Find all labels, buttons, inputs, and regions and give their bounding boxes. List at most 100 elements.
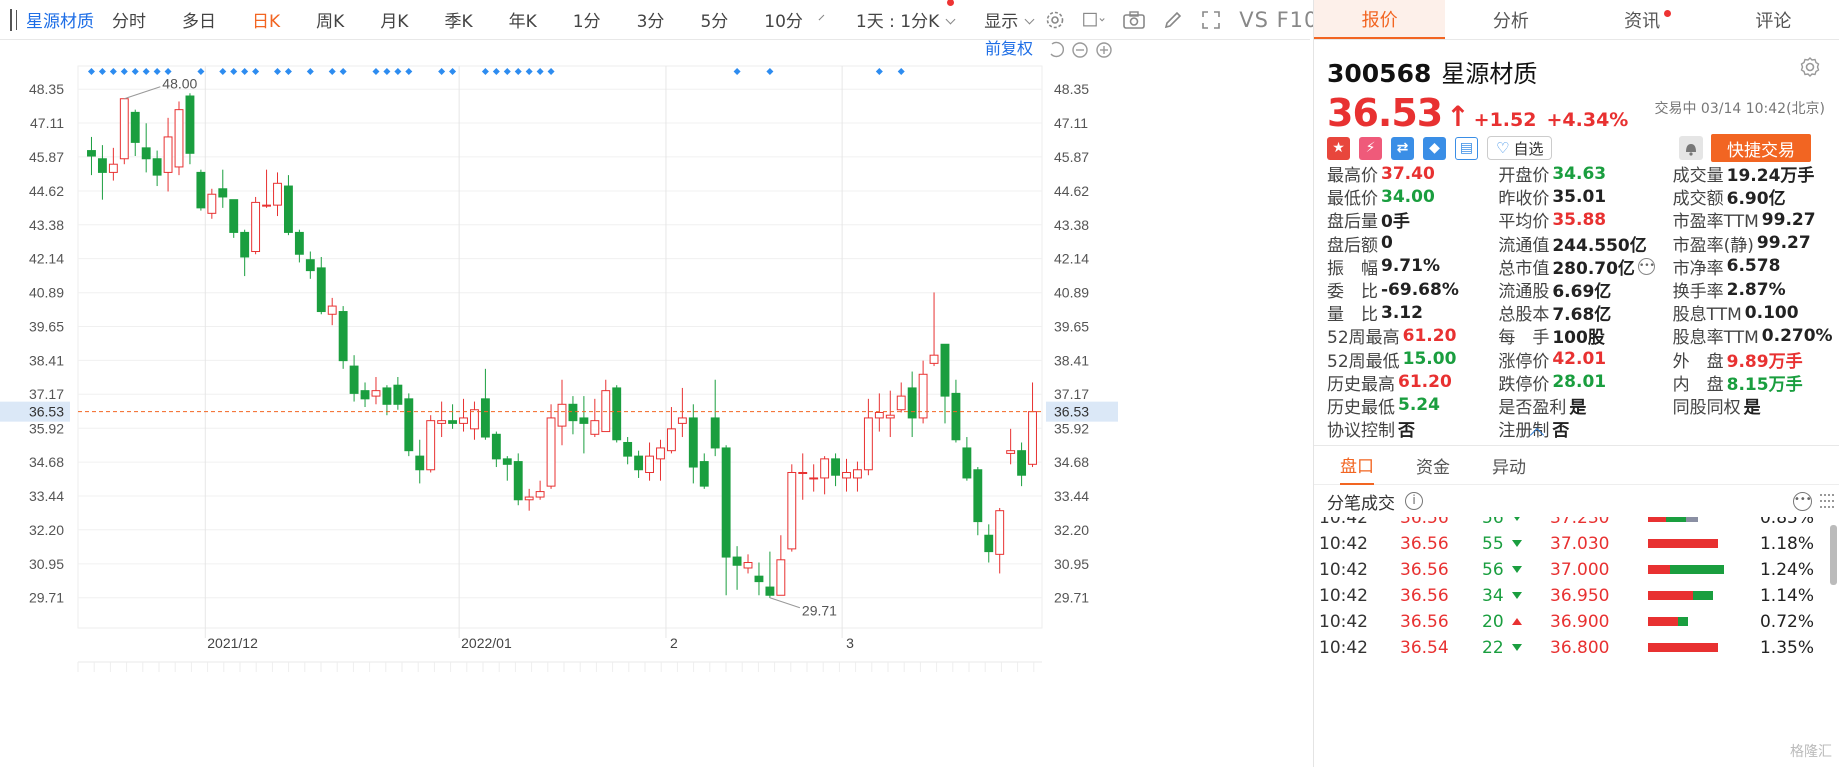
period-tab-8[interactable]: 3分	[636, 12, 665, 32]
tick-volume: 20	[1482, 612, 1504, 632]
y-tick-label-left: 40.89	[29, 285, 64, 301]
arrow-up-icon: ↑	[1446, 100, 1470, 133]
list-icon[interactable]	[1818, 492, 1836, 510]
bell-icon[interactable]	[1679, 136, 1703, 160]
period-tab-4[interactable]: 月K	[380, 12, 409, 32]
quote-value: 28.01	[1552, 372, 1607, 393]
tick-row: 10:42 36.56 34 36.950 1.14%	[1314, 583, 1839, 609]
gear-icon[interactable]	[1799, 56, 1821, 78]
period-tab-1[interactable]: 多日	[182, 12, 216, 32]
plot-frame	[77, 65, 1043, 629]
order-subtabs: 盘口 资金 异动	[1314, 445, 1839, 485]
candle-down	[907, 387, 917, 419]
quote-value: 0手	[1381, 212, 1410, 233]
y-tick-label-left: 43.38	[29, 217, 64, 233]
add-watchlist-button[interactable]: ♡ 自选	[1487, 136, 1553, 160]
candle-up	[853, 469, 862, 479]
candle-up	[874, 411, 884, 419]
y-tick-label-right: 47.11	[1054, 115, 1088, 131]
period-tab-3[interactable]: 周K	[316, 12, 345, 32]
period-tab-10[interactable]: 10分	[764, 12, 803, 32]
tick-time: 10:42	[1319, 586, 1368, 606]
shuffle-icon[interactable]: ⇄	[1391, 136, 1414, 160]
x-axis-label: 2021/12	[207, 635, 258, 651]
quote-label: 昨收价	[1498, 189, 1550, 210]
quote-cell: 委 比 -69.68%	[1327, 277, 1498, 303]
y-tick-label-left: 44.62	[29, 183, 64, 199]
vs-f10-button[interactable]: VS F10	[1239, 7, 1319, 32]
quote-row: 52周最高 61.20 每 手 100股 股息率TTM 0.270%	[1327, 324, 1837, 349]
price-change: +1.52	[1473, 109, 1537, 131]
book-price: 36.900	[1550, 612, 1610, 632]
china-flag-icon[interactable]: ★	[1327, 136, 1350, 160]
quote-tab-1[interactable]: 分析	[1445, 0, 1576, 39]
event-marker	[109, 68, 117, 75]
pencil-icon[interactable]	[1163, 9, 1183, 31]
quote-tab-3[interactable]: 评论	[1708, 0, 1839, 39]
fullscreen-icon[interactable]	[1201, 9, 1221, 31]
tag-icon[interactable]: ◆	[1423, 136, 1446, 160]
candle-up	[842, 471, 851, 479]
scrollbar[interactable]	[1830, 525, 1837, 585]
candle-down	[87, 150, 96, 157]
period-tab-5[interactable]: 季K	[444, 12, 473, 32]
quote-tab-0[interactable]: 报价	[1314, 0, 1446, 39]
order-subtab-2[interactable]: 异动	[1492, 457, 1526, 478]
arrow-down-icon	[1512, 540, 1522, 547]
order-subtab-0[interactable]: 盘口	[1340, 445, 1374, 485]
checkbox-icon[interactable]	[1083, 9, 1105, 31]
event-marker	[514, 68, 522, 75]
sidebar-toggle-icon[interactable]	[10, 8, 17, 31]
undo-icon[interactable]	[1050, 41, 1065, 58]
quote-label: 最低价	[1327, 189, 1378, 210]
more-icon[interactable]: •••	[1637, 257, 1655, 275]
period-tab-7[interactable]: 1分	[572, 12, 601, 32]
period-tab-6[interactable]: 年K	[508, 12, 537, 32]
adjust-mode-link[interactable]: 前复权	[985, 40, 1033, 58]
quote-tab-2[interactable]: 资讯	[1577, 0, 1708, 39]
period-tab-0[interactable]: 分时	[112, 12, 146, 32]
zoom-in-icon[interactable]	[1096, 42, 1112, 58]
quote-label: 量 比	[1327, 305, 1378, 326]
quote-tab-label: 评论	[1755, 10, 1792, 32]
quote-value: 15.00	[1402, 349, 1457, 370]
more-icon[interactable]: •••	[1793, 492, 1812, 511]
camera-icon[interactable]	[1123, 9, 1146, 31]
event-marker	[197, 68, 205, 75]
kline-chart-area[interactable]: 48.35 48.35 47.11 47.11 45.87 45.87 44.62 44.62…	[0, 40, 1310, 767]
quote-cell: 流通股 6.69亿	[1498, 277, 1672, 302]
note-icon[interactable]: ▤	[1455, 136, 1478, 160]
high-label: 48.00	[162, 76, 197, 92]
bar-segment	[1648, 517, 1666, 522]
quote-value: 100股	[1552, 328, 1605, 349]
order-subtab-1[interactable]: 资金	[1416, 457, 1450, 478]
settings-icon[interactable]	[1045, 9, 1065, 31]
x-axis-label: 2	[670, 635, 678, 651]
quote-value: 61.20	[1402, 325, 1457, 346]
quote-value: 6.90亿	[1726, 189, 1786, 210]
candle-down	[962, 447, 972, 479]
kline-chart[interactable]: 48.35 48.35 47.11 47.11 45.87 45.87 44.62 44.62…	[0, 40, 1310, 767]
zoom-out-icon[interactable]	[1072, 42, 1088, 58]
quick-trade-button[interactable]: 快捷交易	[1711, 134, 1811, 162]
quote-label: 股息率TTM	[1672, 328, 1759, 349]
range-select[interactable]: 1天 : 1分K	[856, 0, 960, 32]
book-percent: 1.14%	[1759, 586, 1814, 606]
book-ratio-bar	[1648, 591, 1748, 600]
event-marker	[273, 68, 281, 75]
period-tab-9[interactable]: 5分	[700, 12, 729, 32]
display-menu[interactable]: 显示	[984, 7, 1039, 32]
quote-label: 市盈率(静)	[1672, 235, 1754, 256]
quote-label: 流通值	[1498, 235, 1550, 256]
quote-row: 盘后量 0手 平均价 35.88 市盈率TTM 99.27	[1327, 207, 1837, 233]
lightning-icon[interactable]: ⚡	[1359, 136, 1382, 160]
info-icon[interactable]: i	[1405, 492, 1423, 510]
quote-cell: 股息TTM 0.100	[1673, 300, 1837, 326]
book-percent: 1.18%	[1759, 534, 1814, 554]
stock-name-link[interactable]: 星源材质	[26, 12, 94, 32]
tick-list[interactable]: 10:42 36.56 56 37.230 0.85% 10:42 36.56 55 37.03…	[1314, 517, 1839, 767]
quote-cell: 盘后量 0手	[1327, 207, 1498, 232]
period-tab-2[interactable]: 日K	[252, 12, 281, 32]
bar-segment	[1648, 617, 1678, 626]
candle-down	[612, 387, 622, 441]
